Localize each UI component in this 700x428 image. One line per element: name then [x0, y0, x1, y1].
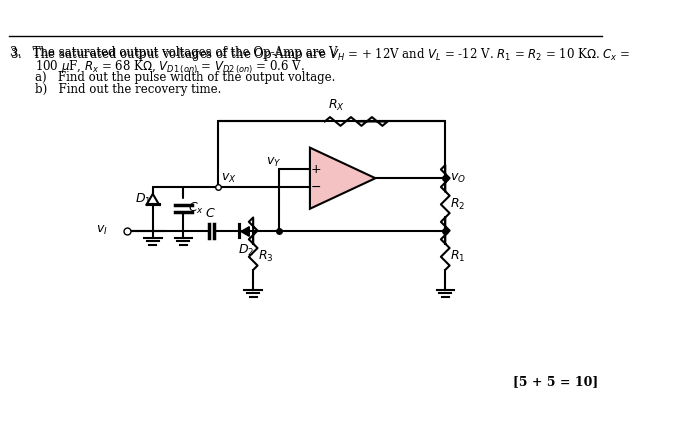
- Text: 3.   The saturated output voltages of the Op-Amp are V: 3. The saturated output voltages of the …: [10, 46, 338, 59]
- Text: $R_X$: $R_X$: [328, 98, 344, 113]
- Text: [5 + 5 = 10]: [5 + 5 = 10]: [513, 375, 598, 388]
- Text: b)   Find out the recovery time.: b) Find out the recovery time.: [35, 83, 221, 96]
- Text: $R_1$: $R_1$: [449, 249, 465, 265]
- Text: $v_O$: $v_O$: [449, 172, 466, 185]
- Text: $v_I$: $v_I$: [96, 224, 107, 237]
- Text: 3.   The saturated output voltages of the Op-Amp are $V_H$ = + 12V and $V_L$ = -: 3. The saturated output voltages of the …: [10, 46, 631, 63]
- Text: $v_X$: $v_X$: [221, 172, 237, 185]
- Text: $C$: $C$: [205, 207, 216, 220]
- Text: $D_1$: $D_1$: [135, 192, 152, 207]
- Text: +: +: [311, 163, 321, 176]
- Text: a)   Find out the pulse width of the output voltage.: a) Find out the pulse width of the outpu…: [35, 71, 335, 84]
- Text: $D_2$: $D_2$: [238, 243, 254, 258]
- Text: $v_Y$: $v_Y$: [266, 156, 281, 169]
- Text: $R_3$: $R_3$: [258, 249, 273, 265]
- Text: $C_x$: $C_x$: [188, 201, 204, 216]
- Text: −: −: [311, 181, 321, 193]
- Polygon shape: [310, 148, 375, 209]
- Text: 100 $\mu$F, $R_x$ = 68 K$\Omega$, $V_{D1\,(on)}$ = $V_{D2\,(on)}$ = 0.6 V.: 100 $\mu$F, $R_x$ = 68 K$\Omega$, $V_{D1…: [35, 59, 305, 76]
- Text: $R_2$: $R_2$: [449, 197, 465, 212]
